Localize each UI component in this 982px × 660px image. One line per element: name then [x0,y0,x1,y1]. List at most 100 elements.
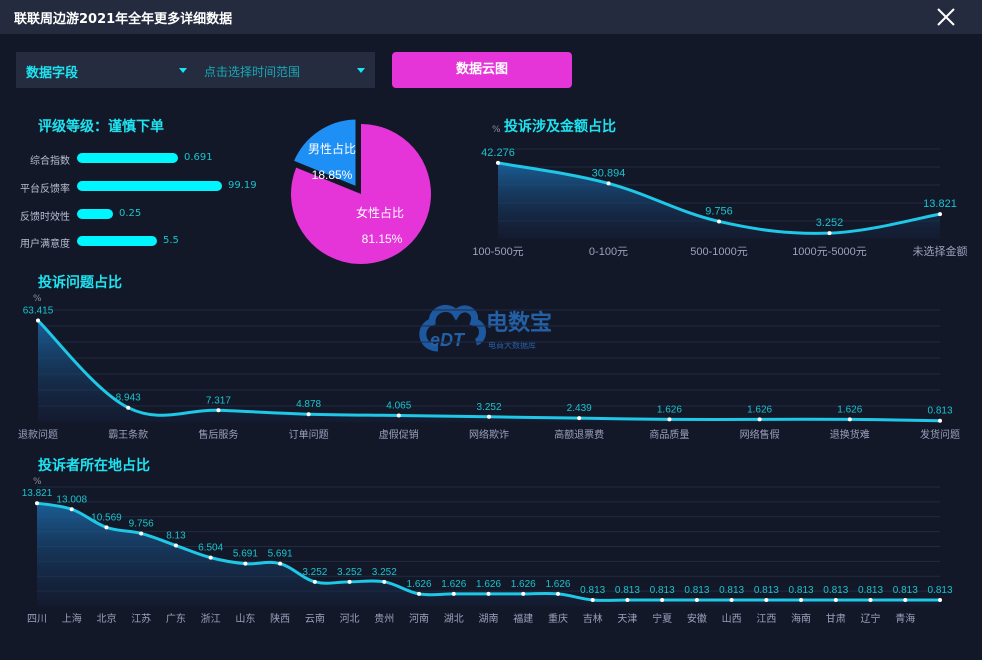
data-point [496,160,500,165]
x-tick-label: 江苏 [131,612,151,625]
data-label: 3.252 [476,402,501,413]
data-label: 3.252 [337,567,362,578]
x-tick-label: 河南 [409,612,429,625]
rating-label: 反馈时效性 [20,212,70,223]
chevron-down-icon[interactable] [357,68,365,73]
x-tick-label: 宁夏 [652,612,672,625]
time-range-select[interactable]: 点击选择时间范围 [204,65,301,79]
data-point [590,597,595,602]
data-label: 9.756 [705,205,733,217]
x-tick-label: 1000元-5000元 [792,246,867,258]
x-tick-label: 吉林 [583,612,603,625]
data-label: 0.813 [754,585,779,596]
rating-title: 评级等级：谨慎下单 [38,119,164,135]
pie-label: 81.15% [362,232,403,246]
data-label: 0.813 [684,585,709,596]
x-tick-label: 售后服务 [198,428,238,441]
data-label: 1.626 [657,404,682,415]
series-line [497,161,941,235]
x-tick-label: 青海 [895,612,915,625]
x-tick-label: 霸王条款 [108,428,148,441]
x-tick-label: 湖南 [479,612,499,625]
data-label: 5.691 [268,549,293,560]
x-tick-label: 江西 [756,613,776,625]
data-field-select[interactable]: 数据字段 [26,66,79,81]
data-point [827,231,832,236]
data-label: 1.626 [837,404,862,415]
x-tick-label: 河北 [340,613,360,625]
data-point [451,591,456,596]
watermark-brand: 电数宝 [486,310,552,335]
rating-bar [77,181,222,191]
data-point [555,591,560,596]
window-header: 联联周边游2021年全年更多详细数据 [0,0,982,34]
data-point [396,413,401,418]
pie-label: 女性占比 [356,205,404,220]
rating-bar [77,153,178,163]
data-point [868,597,873,602]
rating-value: 5.5 [163,235,179,246]
data-point [938,597,942,602]
pie-slice-female [291,124,431,264]
rating-value: 0.691 [184,152,213,163]
data-point [717,219,721,224]
data-label: 0.813 [927,406,952,417]
watermark-sub: 电商大数据库 [488,340,536,350]
x-tick-label: 发货问题 [920,428,960,441]
data-point [382,579,387,584]
x-tick-label: 高额退票费 [554,428,604,441]
data-point [216,408,221,413]
chevron-down-icon[interactable] [179,68,187,73]
x-tick-label: 退换货难 [830,428,870,441]
x-tick-label: 云南 [305,612,325,625]
watermark-logo: eDT 电数宝 电商大数据库 [416,296,576,360]
data-point [764,597,769,602]
data-point [487,414,491,419]
data-point [521,591,526,596]
data-point [104,525,109,530]
data-label: 1.626 [407,579,432,590]
rating-label: 综合指数 [30,156,70,167]
data-label: 0.813 [893,585,918,596]
gender-pie-chart: 男性占比 18.85% 女性占比 81.15% [290,116,431,264]
data-label: 10.569 [91,512,122,523]
data-label: 8.943 [116,393,141,404]
close-icon[interactable] [934,5,958,29]
data-label: 4.065 [386,400,411,411]
data-point [36,318,40,323]
data-point [667,417,672,422]
data-label: 0.813 [615,585,640,596]
data-point [729,597,734,602]
data-label: 4.878 [296,399,321,410]
pie-label: 18.85% [312,168,353,182]
x-tick-label: 浙江 [201,613,221,625]
data-label: 6.504 [198,543,223,554]
x-tick-label: 山东 [235,612,255,625]
data-label: 30.894 [592,167,626,179]
data-point [347,579,352,584]
data-point [799,597,804,602]
data-point [306,412,311,417]
data-label: 9.756 [129,518,154,529]
data-label: 0.813 [823,585,848,596]
data-label: 2.439 [567,403,592,414]
x-tick-label: 网络售假 [740,428,780,441]
filter-bar: 数据字段 点击选择时间范围 [16,52,375,88]
x-tick-label: 安徽 [687,612,707,625]
data-label: 1.626 [545,579,570,590]
data-label: 1.626 [511,579,536,590]
x-tick-label: 湖北 [444,613,464,625]
data-cloud-button[interactable]: 数据云图 [392,52,572,88]
x-tick-label: 福建 [513,612,533,625]
data-point [660,597,665,602]
rating-label: 平台反馈率 [20,184,70,195]
chart-title: 投诉者所在地占比 [38,458,150,474]
data-point [486,591,491,596]
data-label: 1.626 [476,579,501,590]
x-tick-label: 网络欺诈 [469,428,509,441]
x-tick-label: 山西 [722,613,742,625]
x-tick-label: 甘肃 [826,612,846,625]
y-unit: % [492,125,501,135]
data-point [606,181,611,186]
data-label: 0.813 [719,585,744,596]
